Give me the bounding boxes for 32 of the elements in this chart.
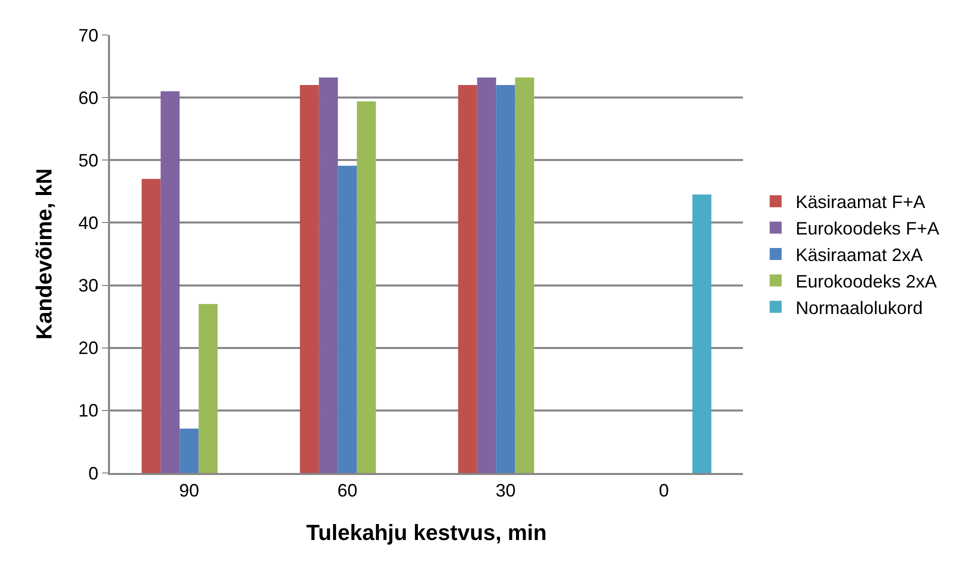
x-tick-label: 90 [179, 480, 200, 501]
y-tick-label: 10 [78, 400, 98, 421]
legend-label: Eurokoodeks F+A [796, 218, 940, 239]
bar [458, 85, 478, 473]
bar [338, 166, 357, 473]
y-axis-title: Kandevõime, kN [32, 168, 57, 340]
bar [160, 91, 180, 473]
x-tick-label: 0 [658, 480, 669, 501]
bar [318, 78, 338, 473]
bar [515, 78, 534, 473]
y-tick-label: 30 [78, 276, 98, 296]
x-tick-label: 30 [496, 480, 516, 501]
y-tick-label: 60 [78, 88, 98, 108]
bar [198, 304, 218, 473]
bar [477, 78, 496, 473]
bar [692, 194, 712, 473]
legend-label: Normaalolukord [796, 298, 923, 318]
legend-label: Käsiraamat F+A [796, 192, 926, 212]
x-tick-label: 60 [337, 480, 358, 501]
bar [356, 101, 376, 473]
legend-label: Eurokoodeks 2xA [796, 271, 937, 292]
y-tick-label: 0 [88, 463, 98, 484]
y-tick-label: 40 [78, 213, 98, 234]
bar [300, 85, 319, 473]
legend-label: Käsiraamat 2xA [796, 245, 923, 266]
bar [142, 178, 161, 473]
bar [180, 428, 199, 473]
y-tick-label: 50 [78, 150, 98, 170]
x-axis-title: Tulekahju kestvus, min [306, 520, 547, 545]
y-tick-label: 20 [78, 338, 98, 358]
bar [496, 85, 516, 473]
y-tick-label: 70 [78, 25, 98, 46]
